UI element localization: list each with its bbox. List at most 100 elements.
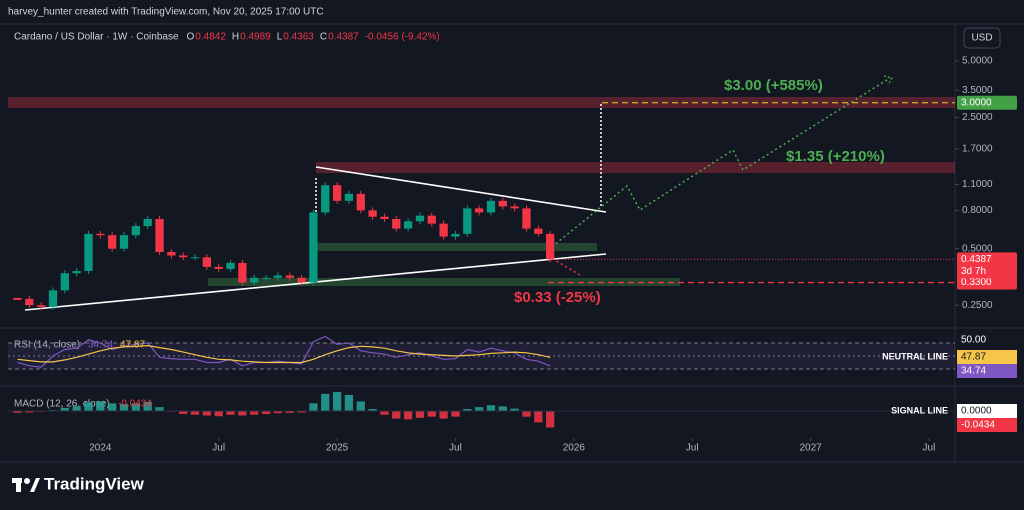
rsi-line <box>17 335 551 368</box>
candle <box>486 200 496 213</box>
macd-bar <box>392 410 401 419</box>
macd-bar <box>214 410 223 417</box>
logo-mark <box>24 478 30 484</box>
logo-mark <box>16 478 21 492</box>
candle <box>250 277 259 283</box>
resistance-zone <box>8 97 955 108</box>
macd-bar <box>427 410 436 417</box>
candle <box>261 277 271 279</box>
macd-bar <box>119 404 129 411</box>
macd-bar <box>84 402 93 411</box>
ohlc-value: 0.4989 <box>240 32 271 43</box>
projection-path <box>547 77 891 251</box>
candle <box>522 208 531 229</box>
x-tick-label: 2027 <box>799 443 822 454</box>
candle <box>534 228 543 234</box>
macd-bar <box>486 405 496 411</box>
macd-bar <box>273 410 283 414</box>
ohlc-label: C <box>320 32 327 43</box>
y-tick-label: 0.8000 <box>962 205 993 216</box>
macd-bar <box>498 406 507 411</box>
candle <box>403 221 413 229</box>
signal-tag-bg <box>957 404 1017 418</box>
candle <box>167 252 176 256</box>
macd-bar <box>403 410 413 420</box>
candle <box>37 305 46 307</box>
ohlc-value: 0.4842 <box>195 32 226 43</box>
neutral-tag: 50.00 <box>961 335 986 346</box>
macd-bar <box>474 407 484 411</box>
candle <box>344 193 354 201</box>
macd-bar <box>179 410 188 414</box>
ohlc-value: 0.4387 <box>328 32 359 43</box>
y-tick-label: 3.5000 <box>962 85 993 96</box>
rsi-band <box>8 343 955 369</box>
rsi-tag-bg <box>957 350 1017 364</box>
projection-arrow <box>883 75 893 86</box>
macd-bar <box>415 410 425 418</box>
x-tick-label: Jul <box>923 443 936 454</box>
ohlc-label: L <box>277 32 283 43</box>
candle <box>427 215 436 224</box>
macd-bar <box>546 410 555 428</box>
candle <box>226 262 235 269</box>
candle <box>273 275 283 278</box>
candle <box>60 273 69 291</box>
rsi-legend-value: 47.87 <box>120 340 145 351</box>
y-tick-label: 1.7000 <box>962 144 993 155</box>
rsi-tag: 34.74 <box>961 366 986 377</box>
candle <box>13 297 22 300</box>
macd-bar <box>72 406 81 411</box>
level-tag-bg <box>957 275 1017 290</box>
candle <box>48 290 58 307</box>
support-zone <box>316 243 597 251</box>
candle <box>474 208 484 213</box>
candle <box>380 216 389 219</box>
macd-bar <box>522 410 531 417</box>
macd-bar <box>13 410 22 413</box>
level-tag-bg <box>957 95 1017 110</box>
change: -0.0456 (-9.42%) <box>365 32 440 43</box>
macd-bar <box>190 410 200 415</box>
macd-bar <box>155 407 164 411</box>
candle <box>332 185 342 201</box>
macd-tag-bg <box>957 418 1017 432</box>
macd-bar <box>250 410 259 415</box>
y-tick-label: 1.1000 <box>962 179 993 190</box>
currency-button[interactable] <box>963 27 1001 49</box>
candle <box>463 208 472 234</box>
candle <box>25 298 34 306</box>
x-tick-label: 2026 <box>563 443 586 454</box>
candle <box>392 218 401 229</box>
candle <box>84 233 93 272</box>
macd-bar <box>143 401 152 411</box>
macd-legend-value: -0.0434 <box>118 399 152 410</box>
candle <box>451 233 460 237</box>
candle <box>143 218 152 227</box>
macd-tag: -0.0434 <box>961 420 995 431</box>
candle <box>510 206 519 209</box>
signal-line-text: SIGNAL LINE <box>891 405 948 415</box>
x-tick-label: Jul <box>449 443 462 454</box>
macd-bar <box>534 410 543 423</box>
ohlc-value: 0.4363 <box>283 32 314 43</box>
symbol-title: Cardano / US Dollar · 1W · Coinbase <box>14 32 179 43</box>
neutral-line-text: NEUTRAL LINE <box>882 351 948 361</box>
candle <box>356 193 365 211</box>
ohlc-label: O <box>187 32 195 43</box>
level-tag: 3.0000 <box>961 97 992 108</box>
annotation: $3.00 (+585%) <box>724 77 823 94</box>
neutral-tag-bg <box>957 334 1017 347</box>
macd-title: MACD (12, 26, close) <box>14 399 110 410</box>
currency-label[interactable]: USD <box>971 33 992 44</box>
y-tick-label: 0.5000 <box>962 243 993 254</box>
y-tick-label: 0.2500 <box>962 300 993 311</box>
level-tag: 0.3300 <box>961 277 992 288</box>
y-tick-label: 5.0000 <box>962 56 993 67</box>
x-tick-label: 2025 <box>326 443 349 454</box>
macd-bar <box>285 410 294 413</box>
support-zone <box>208 278 680 286</box>
